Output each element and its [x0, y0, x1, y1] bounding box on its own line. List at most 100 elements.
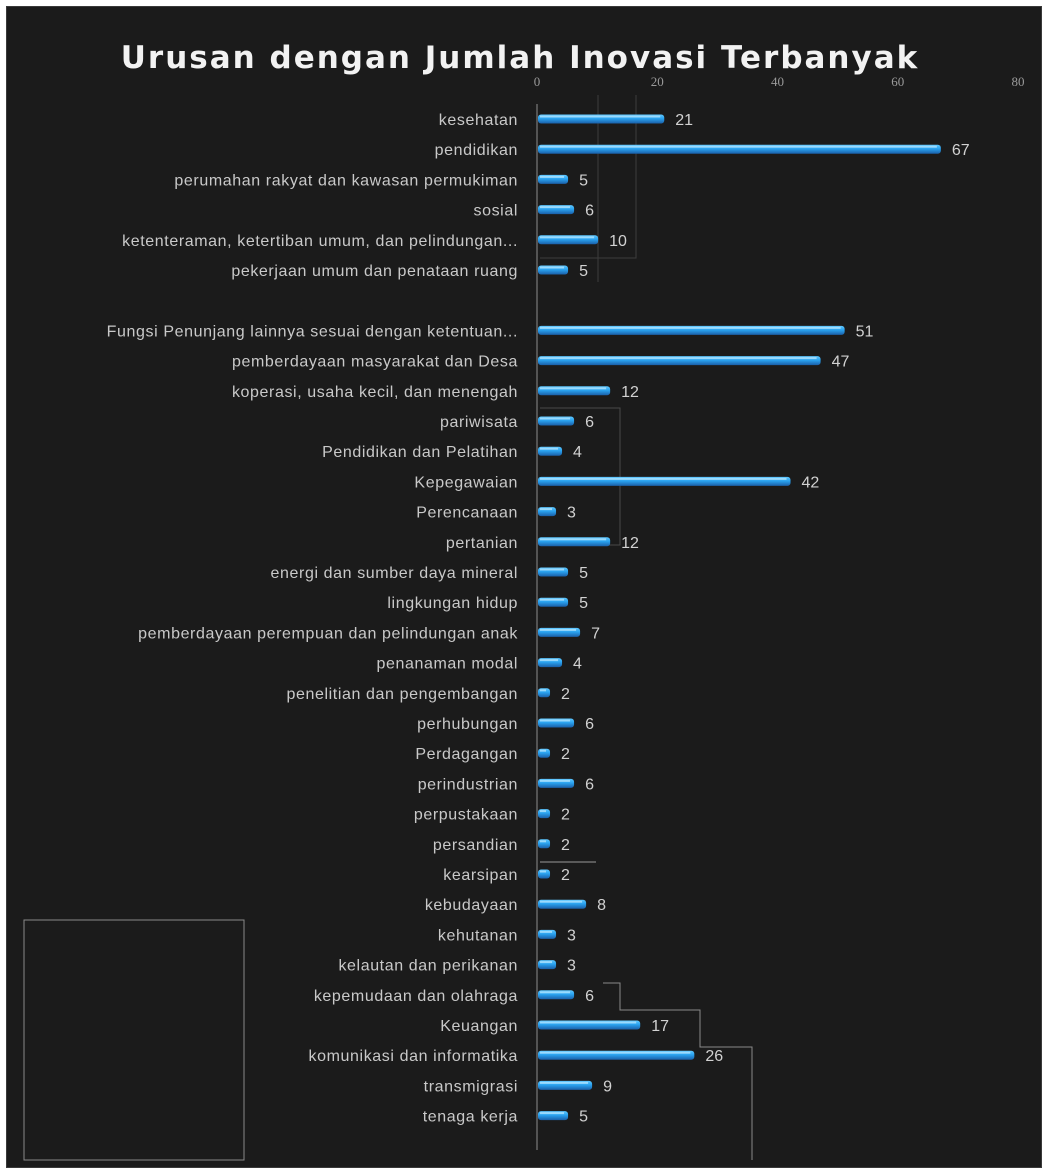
bar-highlight	[540, 447, 559, 450]
category-label: transmigrasi	[424, 1078, 518, 1095]
bar-highlight	[540, 719, 571, 722]
category-label: perindustrian	[418, 776, 518, 793]
bars-group: kesehatan 21 pendidikan 6 7 perumahan rakyat …	[107, 112, 970, 1126]
data-label: 6	[585, 776, 594, 793]
data-label: 6	[585, 414, 594, 431]
data-label: 5	[579, 565, 588, 582]
bar-highlight	[540, 749, 547, 752]
data-label: 5	[579, 1109, 588, 1126]
bar-highlight	[540, 598, 565, 601]
category-label: pertanian	[446, 535, 518, 552]
category-label: Perencanaan	[416, 505, 518, 522]
data-label: 2	[561, 807, 570, 824]
category-label: pemberdayaan masyarakat dan Desa	[232, 354, 518, 371]
category-label: kepemudaan dan olahraga	[314, 988, 518, 1005]
bar-highlight	[540, 659, 559, 662]
bar-highlight	[540, 689, 547, 692]
data-label: 2	[561, 867, 570, 884]
category-label: perumahan rakyat dan kawasan permukiman	[174, 172, 518, 189]
category-label: koperasi, usaha kecil, dan menengah	[232, 384, 518, 401]
category-label: persandian	[433, 837, 518, 854]
data-label: 6	[585, 988, 594, 1005]
overlay-line-3	[540, 407, 621, 546]
category-label: penelitian dan pengembangan	[287, 686, 519, 703]
bar-highlight	[540, 266, 565, 269]
bar-highlight	[540, 961, 553, 964]
data-label: 8	[597, 897, 606, 914]
bar-highlight	[540, 900, 583, 903]
x-tick-label: 80	[1012, 74, 1025, 89]
x-tick-label: 0	[534, 74, 541, 89]
data-label: 3	[567, 958, 576, 975]
data-label: 9	[603, 1078, 612, 1095]
overlay-line-5	[603, 982, 753, 1160]
data-label: 2	[561, 837, 570, 854]
data-label: 5	[579, 172, 588, 189]
bar-highlight	[540, 417, 571, 420]
data-label: 2	[561, 746, 570, 763]
x-axis-ticks: 0 20 40 60 80	[534, 74, 1025, 89]
bar-highlight	[540, 175, 565, 178]
bar-highlight	[540, 1112, 565, 1115]
category-label: perhubungan	[417, 716, 518, 733]
bar-highlight	[540, 930, 553, 933]
category-label: pariwisata	[440, 414, 518, 431]
bar-highlight	[540, 779, 571, 782]
bar-highlight	[540, 810, 547, 813]
category-label: pendidikan	[435, 142, 518, 159]
bar-highlight	[540, 206, 571, 209]
bar-highlight	[540, 840, 547, 843]
data-label: 12	[621, 535, 639, 552]
category-label: kebudayaan	[425, 897, 518, 914]
data-label: 17	[651, 1018, 669, 1035]
bar-highlight	[540, 991, 571, 994]
category-label: kearsipan	[443, 867, 518, 884]
category-label: tenaga kerja	[423, 1109, 518, 1126]
bar-highlight	[540, 387, 607, 390]
data-label: 7	[591, 625, 600, 642]
data-label: 6	[585, 716, 594, 733]
bar-highlight	[540, 1051, 691, 1054]
bar-highlight	[540, 145, 937, 148]
category-label: energi dan sumber daya mineral	[271, 565, 518, 582]
category-label: pemberdayaan perempuan dan pelindungan a…	[138, 625, 518, 642]
bar-highlight	[540, 236, 595, 239]
bar-highlight	[540, 538, 607, 541]
category-label: ketenteraman, ketertiban umum, dan pelin…	[122, 233, 518, 250]
chart-title: Urusan dengan Jumlah Inovasi Terbanyak	[121, 40, 920, 76]
category-label: Fungsi Penunjang lainnya sesuai dengan k…	[107, 323, 518, 340]
data-label: 26	[705, 1048, 723, 1065]
data-label: 42	[802, 474, 820, 491]
data-label: 21	[675, 112, 693, 129]
category-label: pekerjaan umum dan penataan ruang	[231, 263, 518, 280]
data-label: 47	[832, 354, 850, 371]
category-label: Kepegawaian	[414, 474, 518, 491]
bar-highlight	[540, 1081, 589, 1084]
bar-highlight	[540, 477, 787, 480]
x-tick-label: 20	[651, 74, 664, 89]
bar-highlight	[540, 357, 817, 360]
bar-highlight	[540, 628, 577, 631]
data-label: 3	[567, 927, 576, 944]
category-label: Perdagangan	[415, 746, 518, 763]
data-label: 10	[609, 233, 627, 250]
category-label: Keuangan	[440, 1018, 518, 1035]
data-label: 5	[579, 595, 588, 612]
category-label: sosial	[473, 203, 518, 220]
data-label: 4	[573, 444, 582, 461]
category-label: komunikasi dan informatika	[309, 1048, 518, 1065]
bar-highlight	[540, 568, 565, 571]
bar-highlight	[540, 508, 553, 511]
data-label: 2	[561, 686, 570, 703]
category-label: perpustakaan	[414, 807, 518, 824]
data-label: 5	[579, 263, 588, 280]
x-tick-label: 40	[771, 74, 784, 89]
x-tick-label: 60	[891, 74, 904, 89]
category-label: penanaman modal	[376, 656, 518, 673]
overlay-box-left	[23, 919, 245, 1161]
data-label: 51	[856, 323, 874, 340]
data-label: 3	[567, 505, 576, 522]
category-label: kesehatan	[439, 112, 518, 129]
bar-highlight	[540, 1021, 637, 1024]
